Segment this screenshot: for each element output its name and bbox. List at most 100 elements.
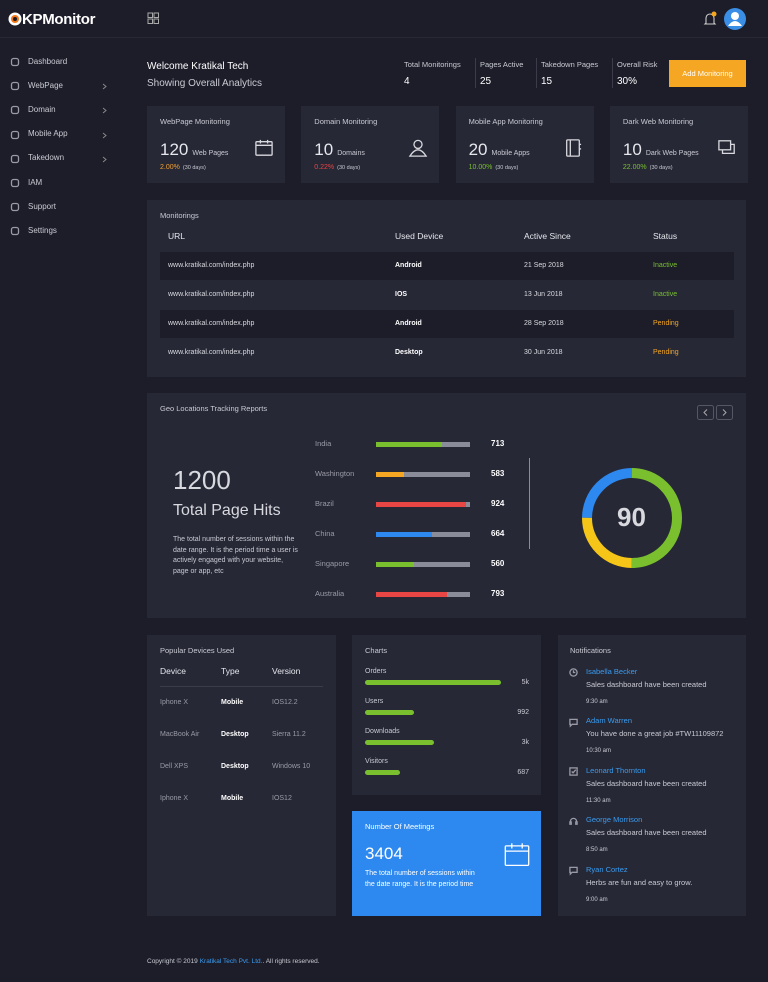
shape	[147, 12, 153, 18]
sidebar-icon	[10, 227, 20, 236]
card-period: (30 days)	[495, 165, 519, 171]
card-change: 22.00%	[622, 164, 647, 171]
shape	[721, 143, 735, 155]
notification-icon	[569, 718, 578, 728]
table-row-stripe	[160, 310, 734, 338]
sidebar-item[interactable]: IAM	[28, 177, 43, 187]
card-unit: Domains	[337, 150, 365, 157]
shape	[711, 11, 717, 17]
brand-logo	[8, 12, 22, 26]
header-rule	[160, 686, 323, 687]
add-monitoring-button[interactable]: Add Monitoring	[669, 60, 746, 87]
shape	[571, 769, 577, 774]
stat-value: 25	[480, 75, 492, 87]
chart-label: Users	[365, 698, 384, 706]
sidebar-item[interactable]: Takedown	[28, 153, 65, 163]
cell-url: www.kratikal.com/index.php	[168, 262, 255, 270]
card-unit: Web Pages	[192, 150, 229, 157]
sidebar-item[interactable]: Mobile App	[28, 129, 68, 139]
location-name: Singapore	[315, 558, 350, 568]
shape	[10, 203, 20, 212]
chart-bar	[365, 710, 414, 715]
donut-segment	[582, 468, 682, 568]
stat-label: Pages Active	[480, 59, 524, 69]
cell-url: www.kratikal.com/index.php	[168, 349, 255, 357]
shape	[572, 670, 576, 674]
location-bar	[376, 471, 405, 477]
card-count-row: 20 Mobile Apps	[469, 140, 530, 160]
device-cell: Desktop	[221, 731, 249, 739]
notification-message: Herbs are fun and easy to grow.	[586, 877, 693, 887]
shape	[409, 149, 428, 157]
card-period: (30 days)	[337, 165, 361, 171]
location-bar	[376, 531, 433, 537]
chart-label: Orders	[365, 668, 387, 676]
device-cell: Dell XPS	[160, 763, 189, 771]
notification-message: You have done a great job #TW11109872	[586, 729, 724, 739]
footer-link[interactable]: Kratikal Tech Pvt. Ltd.	[199, 958, 263, 965]
card-icon	[718, 140, 735, 155]
sidebar-item[interactable]: Support	[28, 201, 57, 211]
shape	[728, 21, 742, 26]
geo-divider	[529, 458, 530, 549]
card-change: 10.00%	[468, 164, 493, 171]
panel-title: Popular Devices Used	[160, 645, 235, 655]
welcome-subtitle: Showing Overall Analytics	[147, 77, 263, 89]
chart-value: 5k	[521, 679, 529, 686]
notification-name: Adam Warren	[586, 716, 632, 726]
location-value: 583	[491, 468, 505, 478]
notification-icon	[569, 767, 578, 776]
location-value: 664	[491, 528, 505, 538]
column-header: Status	[653, 231, 678, 242]
user-avatar[interactable]	[724, 8, 746, 30]
cell-status: Pending	[653, 349, 679, 357]
notification-time: 9:30 am	[586, 698, 608, 705]
chart-bar	[365, 680, 501, 685]
sidebar-icon	[10, 130, 20, 139]
device-cell: Mobile	[221, 795, 244, 803]
shape	[716, 405, 733, 420]
submenu-arrow	[102, 108, 107, 114]
notification-bell[interactable]	[703, 11, 717, 27]
meetings-panel	[352, 811, 541, 916]
sidebar-item[interactable]: Dashboard	[28, 56, 68, 66]
pager-button[interactable]	[697, 405, 714, 420]
sidebar-item[interactable]: Settings	[28, 225, 57, 235]
cell-date: 30 Jun 2018	[524, 349, 563, 357]
pager-button[interactable]	[716, 405, 733, 420]
notification-time: 9:00 am	[586, 896, 608, 903]
device-cell: IOS12.2	[272, 699, 298, 707]
sidebar-item[interactable]: WebPage	[28, 80, 63, 90]
sidebar-item[interactable]: Domain	[28, 104, 56, 114]
device-cell: Iphone X	[160, 795, 189, 803]
location-value: 793	[491, 588, 505, 598]
notification-name: George Morrison	[586, 815, 643, 825]
brand-name: KPMonitor	[22, 10, 96, 28]
meetings-value: 3404	[365, 843, 403, 863]
cell-device: Android	[395, 262, 422, 270]
total-hits: 1200	[173, 464, 231, 495]
cell-device: Desktop	[395, 349, 423, 357]
sidebar-icon	[10, 82, 20, 91]
shape	[413, 139, 423, 150]
card-count: 120	[160, 140, 189, 159]
shape	[504, 845, 530, 867]
monitoring-card	[609, 106, 748, 183]
cell-status: Inactive	[653, 262, 678, 270]
notification-icon	[569, 866, 578, 876]
column-header: URL	[168, 231, 186, 242]
geo-description: The total number of sessions within the …	[173, 536, 298, 575]
chart-value: 3k	[521, 739, 529, 746]
monitoring-card	[147, 106, 285, 183]
notification-message: Sales dashboard have been created	[586, 778, 707, 788]
chart-label: Visitors	[365, 758, 388, 766]
apps-menu[interactable]	[147, 12, 159, 24]
monitorings-panel	[147, 200, 746, 377]
footer-suffix: . All rights reserved.	[262, 958, 320, 965]
monitoring-card	[301, 106, 440, 183]
notification-name: Ryan Cortez	[586, 864, 628, 874]
stat-value: 15	[541, 75, 553, 87]
card-count: 20	[468, 140, 488, 159]
device-cell: MacBook Air	[160, 731, 200, 739]
device-cell: Mobile	[221, 699, 244, 707]
